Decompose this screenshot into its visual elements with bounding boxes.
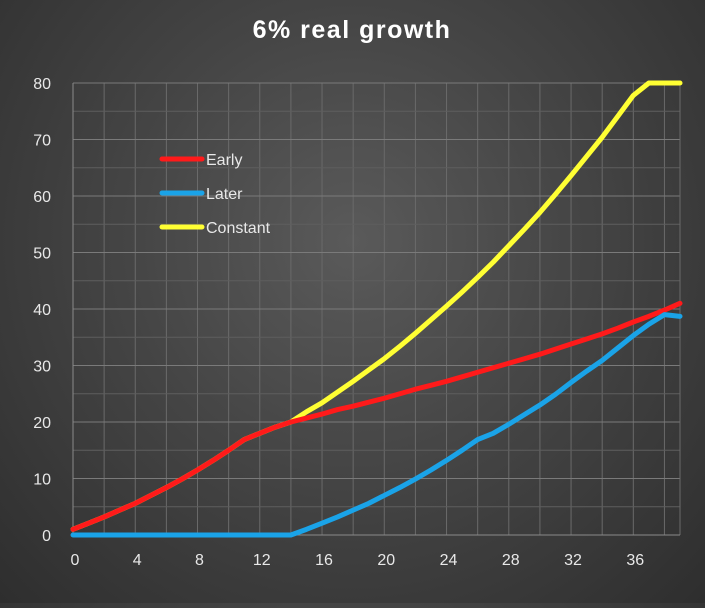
y-tick-label: 60	[33, 189, 51, 206]
x-tick-label: 16	[315, 552, 333, 569]
legend-label-constant: Constant	[206, 220, 271, 237]
y-tick-label: 50	[33, 246, 51, 263]
y-tick-label: 0	[42, 528, 51, 545]
x-tick-label: 28	[502, 552, 520, 569]
x-tick-label: 24	[440, 552, 458, 569]
x-tick-label: 32	[564, 552, 582, 569]
x-tick-label: 36	[626, 552, 644, 569]
axes: 0 10 20 30 40 50 60 70 80 0 4 8 12 16 20 24 28 32 36	[33, 76, 680, 569]
legend-label-later: Later	[206, 186, 243, 203]
y-tick-label: 30	[33, 359, 51, 376]
y-tick-label: 20	[33, 415, 51, 432]
x-tick-label: 20	[377, 552, 395, 569]
x-tick-label: 4	[133, 552, 142, 569]
y-tick-label: 10	[33, 472, 51, 489]
x-tick-label: 8	[195, 552, 204, 569]
y-tick-label: 70	[33, 133, 51, 150]
x-tick-label: 0	[71, 552, 80, 569]
legend: Early Later Constant	[159, 152, 271, 237]
y-tick-label: 40	[33, 302, 51, 319]
y-tick-label: 80	[33, 76, 51, 93]
series-line-constant	[70, 80, 683, 532]
chart-title: 6% real growth	[253, 16, 452, 44]
x-tick-label: 12	[253, 552, 271, 569]
series-line-later	[70, 312, 683, 538]
series-lines	[70, 80, 683, 538]
legend-label-early: Early	[206, 152, 242, 169]
series-line-early	[70, 300, 683, 532]
